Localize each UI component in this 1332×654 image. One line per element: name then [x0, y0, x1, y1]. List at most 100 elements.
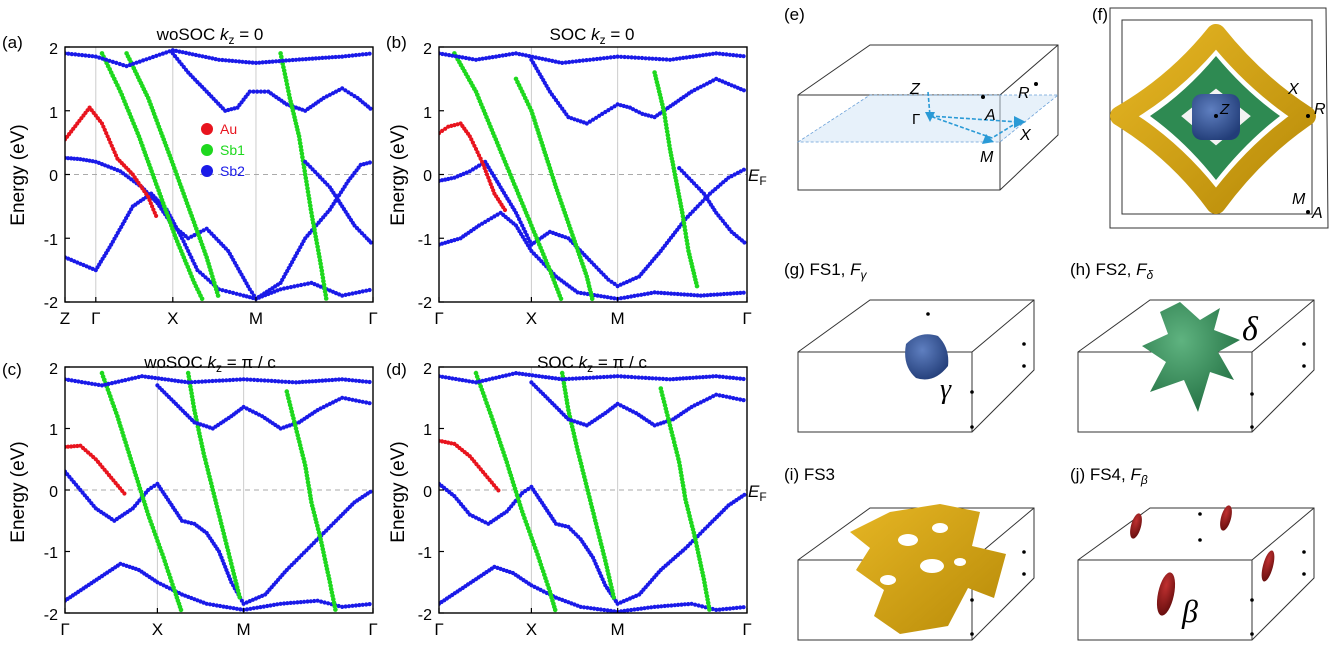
bz-point [1250, 392, 1254, 396]
band-dot [707, 395, 713, 400]
band-dot [281, 601, 287, 606]
band-dot [249, 290, 254, 295]
y-ticks-a: 2 1 0 -1 -2 [44, 41, 58, 312]
band-dot [605, 608, 610, 613]
y-axis-label-c: Energy (eV) [8, 441, 29, 542]
band-dot [90, 54, 95, 59]
band-dot [652, 604, 657, 610]
band-dot [150, 204, 155, 209]
band-dot [179, 379, 184, 384]
band-dot [180, 50, 185, 55]
band-dots-a [65, 48, 373, 302]
path-x-m [991, 121, 1019, 139]
band-dot [738, 605, 743, 610]
band-dot [707, 607, 712, 612]
band-dot [708, 292, 713, 297]
fs3-sheet-yellow [1110, 24, 1316, 214]
band-dot [100, 56, 105, 61]
band-dot [224, 378, 229, 383]
band-dot [350, 603, 355, 608]
band-dot [172, 378, 178, 383]
fermi-surface-figure: (e) Z R A Γ X M (f) [784, 5, 1329, 641]
band-dot [639, 606, 644, 611]
band-dot [160, 51, 165, 56]
fs4-pocket [1130, 513, 1142, 539]
band-dot [643, 56, 648, 61]
fs4-pocket [1261, 550, 1275, 582]
band-dot [665, 132, 671, 138]
band-dot [367, 160, 372, 165]
band-dot [682, 490, 687, 495]
band-dot [238, 377, 243, 382]
band-dot [207, 55, 212, 60]
band-dot [273, 379, 278, 384]
band-dot [104, 131, 109, 136]
band-dot [299, 147, 304, 153]
band-dot [704, 593, 710, 599]
band-dot [315, 598, 320, 603]
band-dot [619, 374, 624, 379]
band-dot [605, 295, 610, 300]
band-dot [738, 53, 743, 59]
band-dot [556, 376, 562, 381]
panel-label-a: (a) [2, 33, 23, 52]
band-dot [714, 51, 719, 56]
band-dot [325, 182, 330, 187]
band-dot [698, 400, 703, 405]
band-dot [340, 395, 345, 400]
band-dot [478, 156, 483, 161]
bz-point [1250, 598, 1254, 602]
band-dot [107, 58, 112, 63]
band-dot [724, 52, 729, 57]
band-dot [215, 293, 221, 298]
band-dot [302, 599, 307, 604]
bz-point [1198, 538, 1202, 542]
band-dot [245, 377, 250, 382]
band-dot [702, 293, 707, 298]
band-dot [333, 377, 338, 382]
y-tick-label: -2 [418, 295, 432, 312]
band-dot [255, 605, 260, 610]
band-dot [700, 53, 706, 58]
band-dot [153, 375, 158, 381]
band-dot [696, 603, 701, 608]
band-dot [700, 375, 706, 380]
band-dot [360, 52, 365, 57]
band-dot [717, 393, 722, 398]
band-dot [302, 282, 307, 287]
band-dot [200, 272, 205, 277]
band-dot [662, 291, 667, 296]
band-dot [322, 285, 327, 291]
band-dot [717, 607, 722, 612]
band-dot [189, 380, 194, 385]
band-dot [179, 236, 185, 241]
band-dot [66, 444, 71, 449]
band-dot [367, 602, 372, 607]
panel-label-f: (f) [1092, 5, 1108, 24]
band-dot [543, 375, 548, 380]
band-dot [310, 56, 315, 61]
band-dot [343, 377, 348, 382]
band-dot [507, 52, 512, 57]
bz-point-m [1306, 210, 1310, 214]
band-dot [250, 60, 255, 65]
band-dot [702, 583, 708, 589]
band-dot [154, 213, 159, 218]
band-dot [476, 223, 482, 228]
band-dot [635, 607, 640, 612]
bz-point-r [1034, 82, 1038, 86]
band-dot [328, 583, 333, 588]
band-dot [550, 375, 555, 381]
band-dot [483, 378, 489, 383]
bz-label-gamma: Γ [912, 111, 920, 128]
band-dot [206, 379, 212, 384]
band-dot [293, 57, 299, 62]
band-dot [741, 290, 746, 295]
band-dot [694, 54, 699, 59]
band-dot [317, 258, 323, 263]
band-dot [266, 378, 271, 383]
band-dot [281, 286, 287, 291]
band-dot [497, 374, 502, 380]
band-panel-d: (d) SOC kz = π / c Energy (eV) 2 1 0 -1 … [386, 353, 767, 639]
band-dot [578, 290, 584, 296]
